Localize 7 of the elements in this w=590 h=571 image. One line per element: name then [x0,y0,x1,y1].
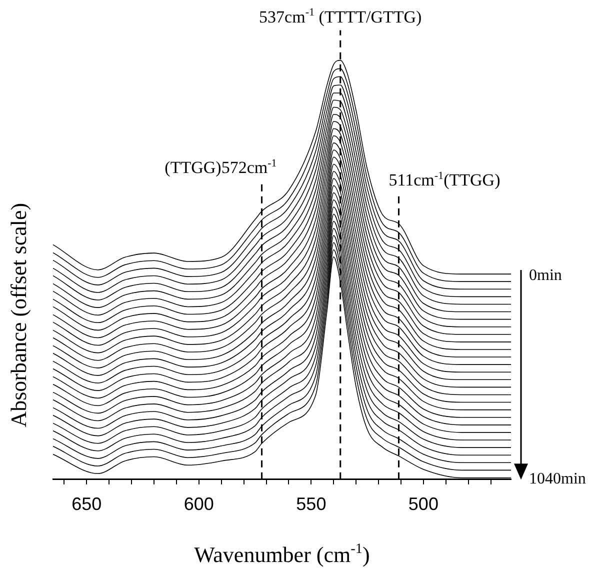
x-tick-label: 600 [184,494,214,514]
x-tick-label: 550 [296,494,326,514]
x-tick-label: 650 [72,494,102,514]
x-tick-label: 500 [408,494,438,514]
y-axis-title: Absorbance (offset scale) [6,202,31,428]
text: 1040min [529,470,586,488]
text: 0min [529,267,562,284]
